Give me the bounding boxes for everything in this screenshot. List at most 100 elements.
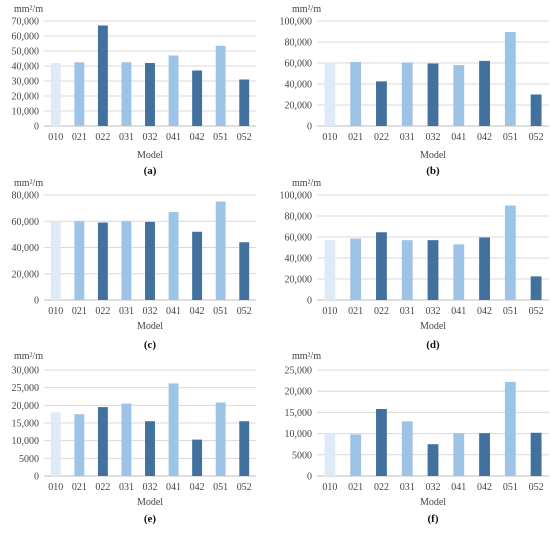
- bar-031: [121, 221, 132, 300]
- x-tick-label: 031: [400, 482, 415, 493]
- y-tick-label: 20,000: [12, 401, 40, 412]
- bar-022: [97, 25, 108, 126]
- bar-021: [74, 414, 85, 476]
- bar-041: [453, 244, 465, 300]
- x-tick-label: 051: [213, 306, 228, 317]
- y-tick-label: 30,000: [12, 77, 40, 88]
- x-tick-label: 032: [426, 482, 441, 493]
- chart-panel-1: 0 10,000 20,000 30,000 40,000 50,000 60,000 70,…: [12, 4, 256, 177]
- bar-032: [145, 63, 155, 126]
- bar-052: [239, 79, 250, 126]
- y-tick-label: 100,000: [280, 17, 313, 28]
- panel-label: (b): [426, 165, 440, 177]
- panel-label: (d): [426, 339, 440, 351]
- bar-042: [192, 439, 203, 476]
- y-axis-unit: mm²/m: [14, 4, 43, 15]
- bar-051: [504, 32, 516, 126]
- bar-051: [215, 45, 226, 126]
- bar-041: [168, 212, 179, 300]
- bar-021: [74, 62, 85, 126]
- x-tick-label: 052: [529, 306, 544, 317]
- y-tick-label: 40,000: [285, 80, 313, 91]
- x-tick-label: 010: [322, 482, 337, 493]
- chart-panel-4: 0 20,000 40,000 60,000 80,000 100,000 010 021 02…: [280, 178, 549, 351]
- x-tick-label: 042: [190, 306, 205, 317]
- y-tick-label: 15,000: [285, 408, 313, 419]
- bar-052: [530, 276, 542, 300]
- y-tick-label: 5000: [292, 450, 312, 461]
- y-tick-label: 0: [307, 122, 312, 133]
- bar-010: [324, 63, 336, 126]
- x-tick-label: 010: [48, 132, 63, 143]
- y-tick-label: 25,000: [285, 366, 313, 377]
- y-tick-label: 30,000: [12, 366, 40, 377]
- y-tick-label: 40,000: [12, 243, 40, 254]
- panel-label: (c): [144, 339, 157, 351]
- bar-031: [401, 240, 413, 300]
- x-tick-label: 022: [95, 482, 110, 493]
- x-tick-label: 051: [213, 132, 228, 143]
- y-tick-label: 0: [34, 296, 39, 307]
- y-tick-label: 80,000: [285, 212, 313, 223]
- bar-010: [50, 63, 61, 126]
- y-tick-label: 0: [34, 122, 39, 133]
- y-axis-unit: mm²/m: [14, 178, 43, 189]
- x-tick-label: 041: [451, 132, 466, 143]
- y-tick-label: 100,000: [280, 191, 313, 202]
- x-tick-label: 031: [400, 132, 415, 143]
- x-tick-label: 052: [237, 306, 252, 317]
- y-tick-label: 80,000: [12, 191, 40, 202]
- x-tick-label: 052: [237, 482, 252, 493]
- x-tick-label: 051: [503, 306, 518, 317]
- y-tick-label: 10,000: [12, 436, 40, 447]
- x-axis-title: Model: [420, 497, 446, 508]
- x-tick-label: 032: [143, 132, 158, 143]
- bar-021: [350, 61, 362, 127]
- y-tick-label: 70,000: [12, 17, 40, 28]
- x-tick-label: 010: [48, 482, 63, 493]
- bar-032: [427, 240, 439, 300]
- x-tick-label: 042: [477, 482, 492, 493]
- y-tick-label: 40,000: [12, 62, 40, 73]
- bar-022: [97, 407, 108, 476]
- x-tick-label: 041: [166, 132, 181, 143]
- y-tick-label: 0: [34, 472, 39, 483]
- x-tick-label: 032: [143, 482, 158, 493]
- x-tick-label: 010: [48, 306, 63, 317]
- x-tick-label: 022: [95, 306, 110, 317]
- bar-042: [479, 433, 490, 476]
- bar-042: [192, 231, 203, 300]
- x-tick-label: 052: [237, 132, 252, 143]
- bar-052: [530, 432, 542, 476]
- bar-032: [427, 444, 439, 476]
- y-tick-label: 10,000: [285, 429, 313, 440]
- y-tick-label: 60,000: [285, 233, 313, 244]
- x-tick-label: 022: [374, 482, 389, 493]
- y-tick-label: 15,000: [12, 419, 40, 430]
- bar-041: [168, 55, 179, 126]
- y-tick-label: 20,000: [12, 269, 40, 280]
- x-tick-label: 021: [72, 306, 87, 317]
- bar-041: [168, 383, 179, 476]
- y-tick-label: 20,000: [285, 101, 313, 112]
- bar-032: [427, 63, 439, 126]
- panel-label: (f): [428, 513, 439, 525]
- bar-022: [376, 232, 387, 300]
- bar-031: [401, 62, 413, 126]
- y-tick-label: 5000: [19, 454, 39, 465]
- x-tick-label: 051: [213, 482, 228, 493]
- bar-031: [401, 421, 413, 476]
- bar-052: [239, 421, 250, 476]
- chart-panel-3: 0 20,000 40,000 60,000 80,000 010 021 022 031 032…: [12, 178, 256, 351]
- y-axis-unit: mm²/m: [292, 351, 321, 362]
- y-tick-label: 25,000: [12, 383, 40, 394]
- bar-051: [504, 381, 516, 476]
- x-tick-label: 052: [529, 482, 544, 493]
- bar-031: [121, 62, 132, 126]
- y-tick-label: 20,000: [285, 275, 313, 286]
- bar-041: [453, 65, 465, 126]
- x-axis-title: Model: [420, 150, 446, 161]
- y-tick-label: 20,000: [12, 92, 40, 103]
- x-tick-label: 032: [143, 306, 158, 317]
